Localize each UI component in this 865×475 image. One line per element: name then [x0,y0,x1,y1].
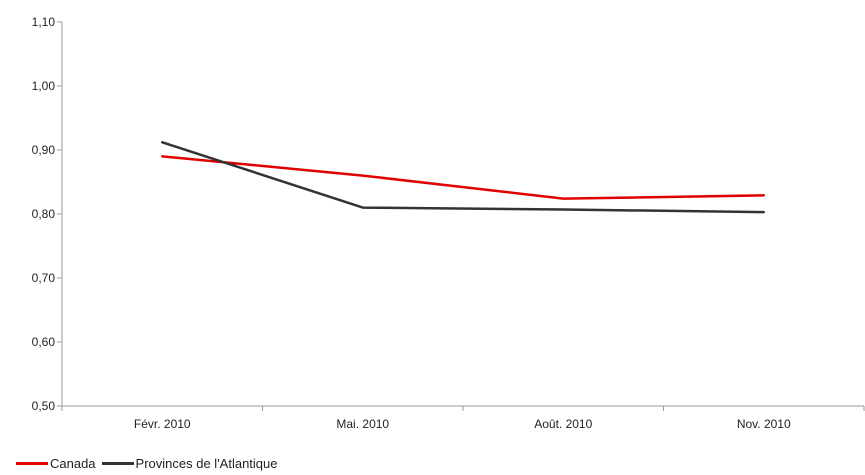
legend-swatch-canada [16,462,48,465]
x-tick-label: Août. 2010 [534,417,592,431]
y-tick-label: 0,90 [32,143,56,157]
y-tick-label: 0,60 [32,335,56,349]
y-tick-label: 1,00 [32,79,56,93]
axes [57,21,865,411]
y-tick-label: 1,10 [32,15,56,29]
x-tick-label: Nov. 2010 [737,417,791,431]
y-tick-label: 0,80 [32,207,56,221]
legend-item-canada: Canada [16,456,96,471]
series-line-1 [161,141,766,214]
y-tick-labels: 0,50 0,60 0,70 0,80 0,90 1,00 1,10 [32,15,56,413]
x-tick-label: Mai. 2010 [336,417,389,431]
legend-label-atlantic: Provinces de l'Atlantique [135,456,278,471]
y-tick-label: 0,70 [32,271,56,285]
x-tick-label: Févr. 2010 [134,417,191,431]
legend-swatch-atlantic [101,462,134,465]
legend-item-atlantic: Provinces de l'Atlantique [101,456,278,471]
series-line-0 [161,155,766,200]
y-tick-label: 0,50 [32,399,56,413]
legend-label-canada: Canada [50,456,96,471]
x-tick-labels: Févr. 2010 Mai. 2010 Août. 2010 Nov. 2010 [134,417,791,431]
series-lines [161,141,766,214]
legend: Canada Provinces de l'Atlantique [16,456,284,471]
